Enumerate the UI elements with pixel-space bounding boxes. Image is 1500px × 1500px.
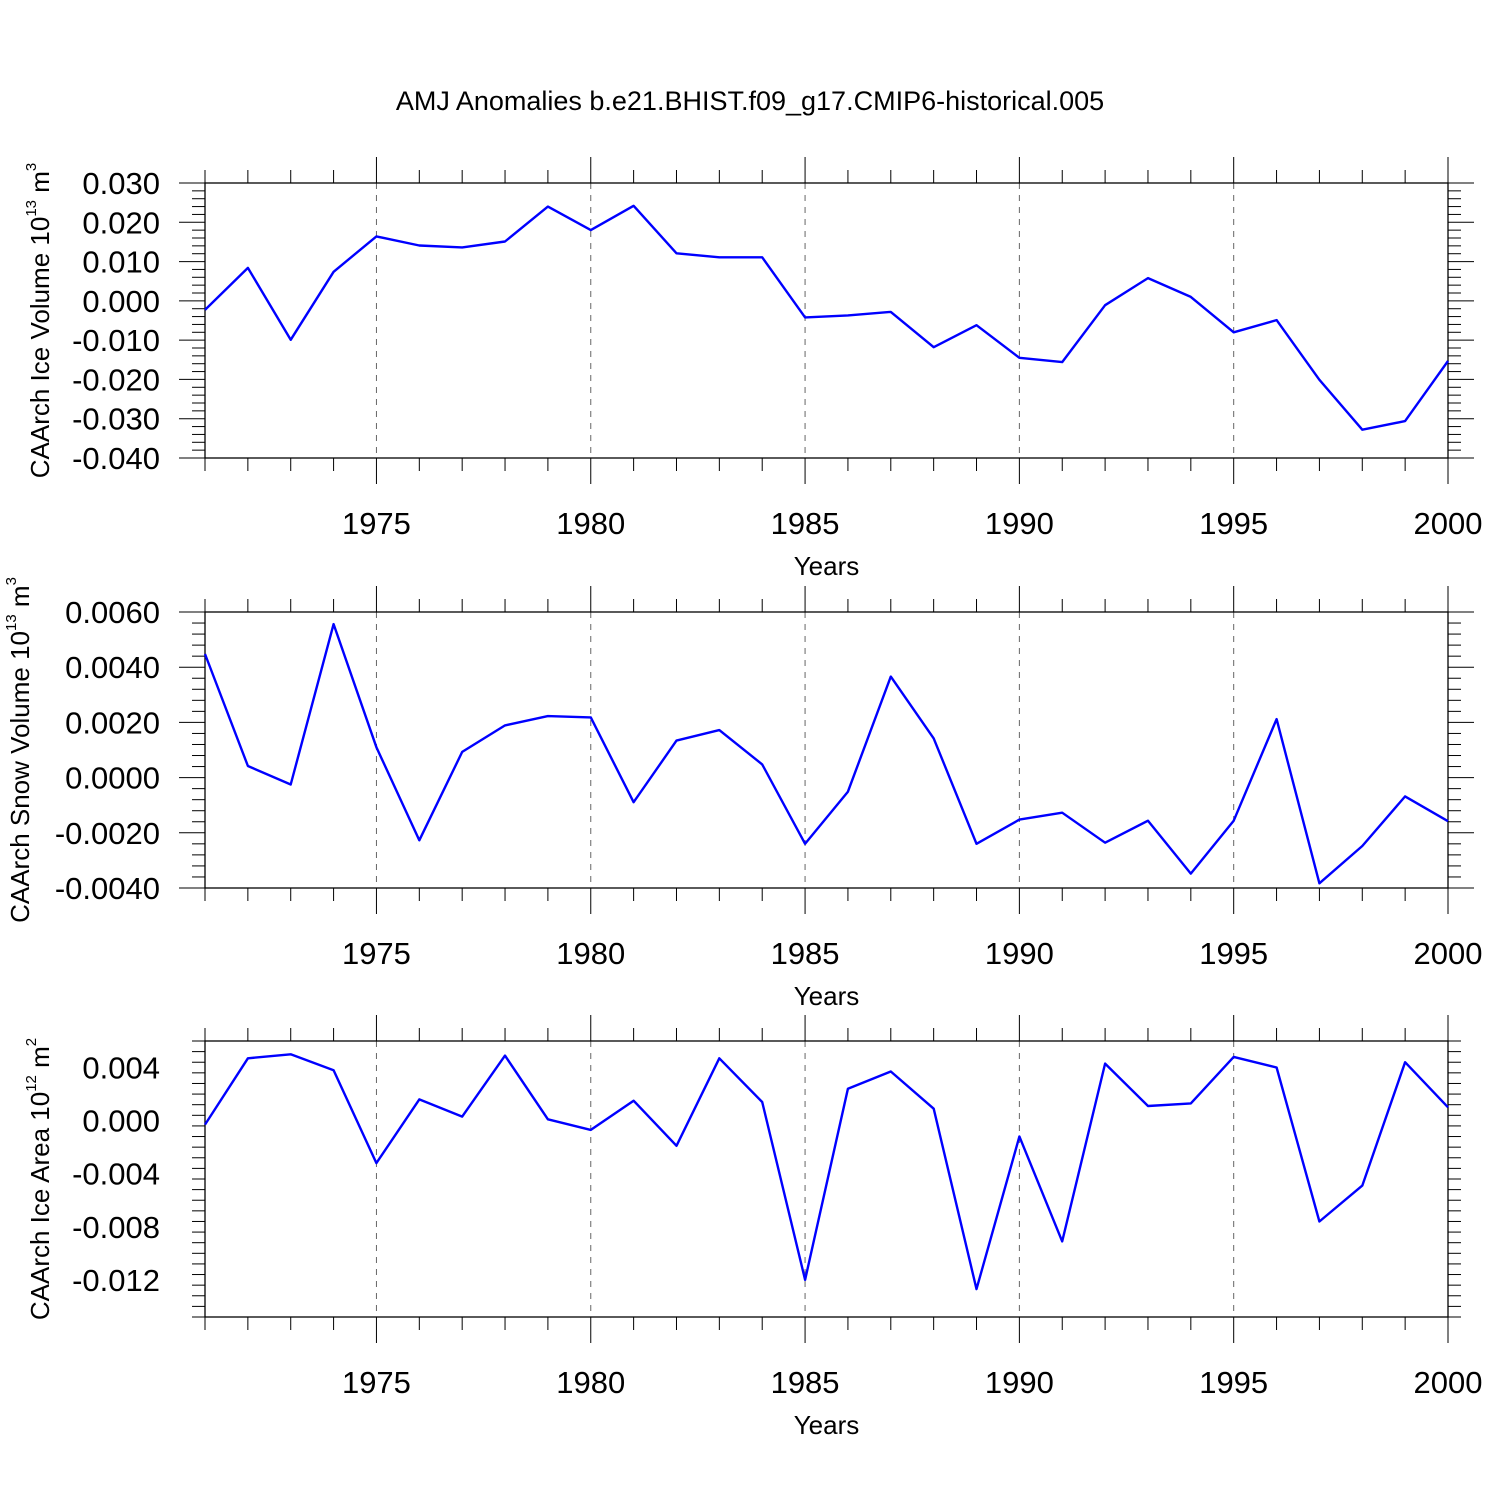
- y-axis-label-superscript: 13: [3, 614, 20, 631]
- x-tick-label: 2000: [1414, 506, 1483, 541]
- y-axis-label-part: m: [5, 585, 35, 614]
- x-tick-label: 1990: [985, 1365, 1054, 1400]
- y-tick-label: -0.0040: [55, 871, 160, 906]
- y-axis-label-part: m: [25, 171, 55, 200]
- y-axis-label-part: m: [25, 1046, 55, 1075]
- y-axis-label-part: CAArch Ice Volume 10: [25, 217, 55, 479]
- panel-ice-volume: 0.030 0.020 0.010 0.000 -0.010 -0.020 -0.030 -0…: [23, 157, 1482, 581]
- y-tick-label: -0.0020: [55, 816, 160, 851]
- y-axis-label-superscript: 12: [23, 1075, 40, 1092]
- x-tick-label: 1985: [771, 1365, 840, 1400]
- x-tick-label: 1975: [342, 506, 411, 541]
- y-tick-label: 0.010: [82, 245, 160, 280]
- y-tick-label: -0.008: [72, 1210, 160, 1245]
- x-tick-label: 1980: [556, 1365, 625, 1400]
- x-axis-label: Years: [794, 551, 860, 581]
- series-line: [203, 1053, 1449, 1291]
- y-axis-label: CAArch Ice Volume 1013 m3: [23, 163, 55, 479]
- y-tick-label: 0.020: [82, 205, 160, 240]
- x-tick-label: 1995: [1199, 1365, 1268, 1400]
- x-axis-label: Years: [794, 1410, 860, 1440]
- x-tick-label: 2000: [1414, 1365, 1483, 1400]
- y-tick-label: -0.004: [72, 1157, 160, 1192]
- y-tick-label: -0.020: [72, 362, 160, 397]
- y-axis-label-superscript: 2: [23, 1038, 40, 1046]
- y-tick-label: -0.010: [72, 323, 160, 358]
- y-tick-label: 0.030: [82, 166, 160, 201]
- y-tick-label: 0.004: [82, 1051, 160, 1086]
- plot-frame: [204, 611, 1449, 889]
- x-tick-label: 1990: [985, 506, 1054, 541]
- x-tick-label: 1980: [556, 506, 625, 541]
- chart-title: AMJ Anomalies b.e21.BHIST.f09_g17.CMIP6-…: [396, 86, 1104, 116]
- plot-frame: [204, 182, 1449, 459]
- y-tick-label: -0.030: [72, 402, 160, 437]
- y-tick-label: 0.000: [82, 1104, 160, 1139]
- x-tick-label: 1975: [342, 936, 411, 971]
- y-axis-label-part: CAArch Snow Volume 10: [5, 631, 35, 923]
- series-line: [204, 204, 1449, 431]
- panel-ice-area: 0.004 0.000 -0.004 -0.008 -0.012 1975 1980 1985…: [23, 1015, 1482, 1440]
- y-axis-label-part: CAArch Ice Area 10: [25, 1092, 55, 1320]
- x-tick-label: 1980: [556, 936, 625, 971]
- x-tick-label: 1990: [985, 936, 1054, 971]
- y-axis-label: CAArch Snow Volume 1013 m3: [3, 577, 35, 923]
- series-line: [203, 622, 1449, 885]
- y-axis-label-superscript: 3: [23, 163, 40, 171]
- x-tick-label: 1975: [342, 1365, 411, 1400]
- y-tick-label: -0.040: [72, 441, 160, 476]
- y-tick-label: 0.000: [82, 284, 160, 319]
- y-tick-label: 0.0040: [65, 650, 160, 685]
- panel-snow-volume: 0.0060 0.0040 0.0020 0.0000 -0.0020 -0.0040 19…: [3, 577, 1482, 1011]
- x-axis-label: Years: [794, 981, 860, 1011]
- x-tick-label: 1985: [771, 936, 840, 971]
- y-tick-label: -0.012: [72, 1263, 160, 1298]
- y-axis-label-superscript: 13: [23, 200, 40, 217]
- y-axis-label-superscript: 3: [3, 577, 20, 585]
- y-axis-label: CAArch Ice Area 1012 m2: [23, 1038, 55, 1320]
- x-tick-label: 1985: [771, 506, 840, 541]
- x-tick-label: 2000: [1414, 936, 1483, 971]
- x-tick-label: 1995: [1199, 506, 1268, 541]
- y-tick-label: 0.0060: [65, 595, 160, 630]
- y-tick-label: 0.0000: [65, 761, 160, 796]
- x-tick-label: 1995: [1199, 936, 1268, 971]
- y-tick-label: 0.0020: [65, 705, 160, 740]
